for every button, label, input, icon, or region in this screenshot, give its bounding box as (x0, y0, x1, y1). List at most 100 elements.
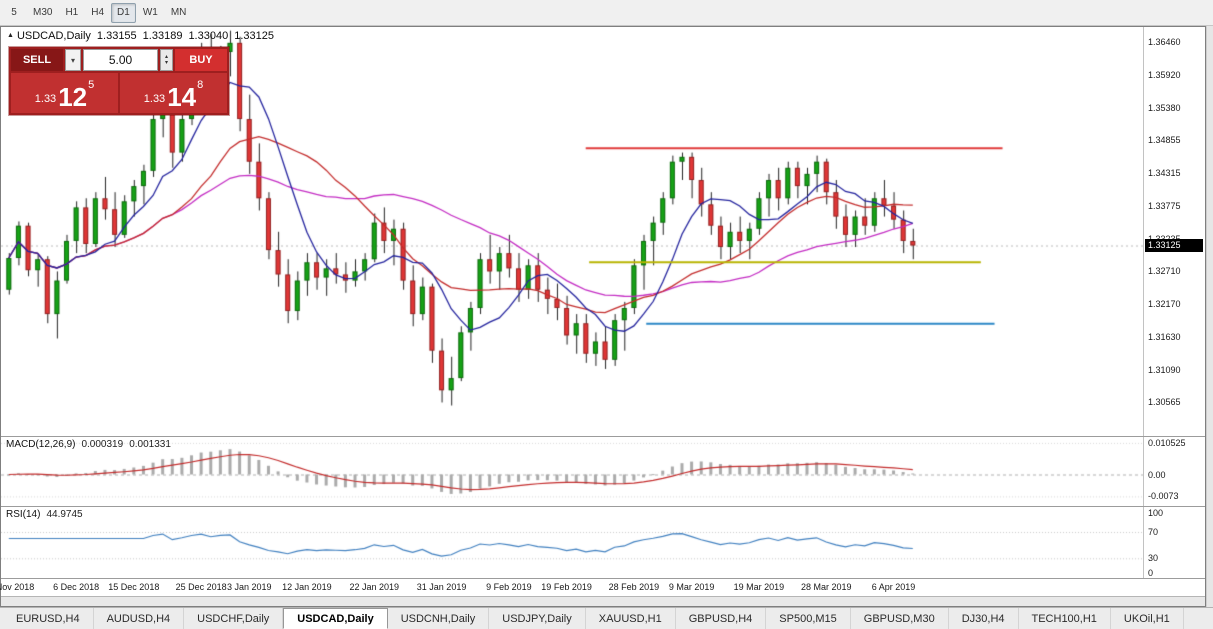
rsi-canvas (1, 507, 1143, 578)
quote-low: 1.33040 (188, 30, 229, 42)
tab-usdcnh-daily[interactable]: USDCNH,Daily (387, 608, 490, 629)
macd-axis: 0.010525 0.00 -0.0073 (1143, 437, 1205, 506)
price-tick: 1.34855 (1148, 135, 1181, 146)
bid-price-display[interactable]: 1.33 12 5 (11, 73, 118, 113)
bid-price-prefix: 1.33 (34, 93, 57, 105)
date-label: 3 Jan 2019 (226, 582, 272, 592)
date-label: 27 Nov 2018 (0, 582, 35, 592)
rsi-tick: 70 (1148, 526, 1159, 537)
quote-high: 1.33189 (142, 30, 183, 42)
tab-usdjpy-daily[interactable]: USDJPY,Daily (489, 608, 586, 629)
current-price-badge: 1.33125 (1145, 238, 1203, 252)
macd-label: MACD(12,26,9) (6, 439, 76, 450)
price-tick: 1.32170 (1148, 298, 1181, 309)
rsi-plot[interactable]: RSI(14) 44.9745 (1, 507, 1143, 578)
date-label: 6 Dec 2018 (53, 582, 100, 592)
spin-down-icon: ▾ (164, 60, 168, 66)
bid-price-pips: 12 (58, 82, 88, 113)
date-label: 31 Jan 2019 (416, 582, 467, 592)
timeframe-toolbar: 5 M30 H1 H4 D1 W1 MN (0, 0, 1213, 26)
date-label: 19 Feb 2019 (541, 582, 592, 592)
price-axis: 1.305651.310901.316301.321701.327101.332… (1143, 27, 1205, 436)
workspace: ▲ USDCAD,Daily 1.33155 1.33189 1.33040 1.3312… (0, 26, 1213, 607)
tab-gbpusd-h4[interactable]: GBPUSD,H4 (675, 608, 767, 629)
macd-label-row: MACD(12,26,9) 0.000319 0.001331 (6, 439, 171, 450)
rsi-value: 44.9745 (46, 509, 83, 520)
date-label: 25 Dec 2018 (175, 582, 227, 592)
timeframe-5[interactable]: 5 (11, 7, 17, 18)
date-label: 19 Mar 2019 (733, 582, 785, 592)
volume-dropdown-button[interactable]: ▾ (65, 49, 81, 71)
tab-dj30-h4[interactable]: DJ30,H4 (948, 608, 1019, 629)
tab-usdchf-daily[interactable]: USDCHF,Daily (184, 608, 284, 629)
chart-window: ▲ USDCAD,Daily 1.33155 1.33189 1.33040 1.3312… (0, 26, 1206, 607)
timeframe-mn[interactable]: MN (170, 7, 187, 18)
main-plot[interactable]: ▲ USDCAD,Daily 1.33155 1.33189 1.33040 1.3312… (1, 27, 1143, 436)
sell-button[interactable]: SELL (11, 49, 63, 71)
chart-tabs: EURUSD,H4 AUDUSD,H4 USDCHF,Daily USDCAD,Dai… (0, 607, 1213, 629)
macd-value-signal: 0.001331 (129, 439, 171, 450)
timeframe-h4[interactable]: H4 (91, 7, 105, 18)
tab-usdcad-daily[interactable]: USDCAD,Daily (283, 608, 388, 629)
tab-eurusd-h4[interactable]: EURUSD,H4 (3, 608, 94, 629)
price-tick: 1.36460 (1148, 37, 1181, 48)
macd-tick: -0.0073 (1148, 491, 1179, 502)
window-side-strip (1206, 26, 1213, 607)
macd-tick: 0.00 (1148, 469, 1166, 480)
price-tick: 1.32710 (1148, 265, 1181, 276)
price-tick: 1.34315 (1148, 167, 1181, 178)
rsi-label-row: RSI(14) 44.9745 (6, 509, 83, 520)
price-tick: 1.31090 (1148, 364, 1181, 375)
tab-ukoil-h1[interactable]: UKOil,H1 (1110, 608, 1184, 629)
price-tick: 1.33775 (1148, 200, 1181, 211)
macd-panel: MACD(12,26,9) 0.000319 0.001331 0.010525 0.… (1, 437, 1205, 507)
chevron-down-icon: ▾ (70, 55, 75, 65)
rsi-axis: 100 70 30 0 (1143, 507, 1205, 578)
one-click-trading-panel: SELL ▾ 5.00 ▴ ▾ BUY 1.33 12 5 1.33 14 8 (9, 47, 229, 115)
date-label: 28 Feb 2019 (608, 582, 660, 592)
ask-price-prefix: 1.33 (143, 93, 166, 105)
date-label: 9 Mar 2019 (668, 582, 715, 592)
tab-sp500-m15[interactable]: SP500,M15 (766, 608, 851, 629)
timeframe-d1[interactable]: D1 (111, 2, 136, 23)
price-panel: ▲ USDCAD,Daily 1.33155 1.33189 1.33040 1.3312… (1, 27, 1205, 437)
date-label: 6 Apr 2019 (871, 582, 916, 592)
tab-gbpusd-m30[interactable]: GBPUSD,M30 (850, 608, 949, 629)
trade-price-row: 1.33 12 5 1.33 14 8 (11, 73, 227, 113)
ask-price-point: 8 (197, 79, 204, 91)
date-label: 15 Dec 2018 (108, 582, 160, 592)
date-label: 28 Mar 2019 (800, 582, 852, 592)
rsi-label: RSI(14) (6, 509, 41, 520)
chart-symbol: USDCAD,Daily (16, 30, 91, 42)
quote-close: 1.33125 (234, 30, 274, 42)
rsi-tick: 30 (1148, 553, 1159, 564)
volume-stepper[interactable]: ▴ ▾ (160, 49, 173, 71)
date-label: 22 Jan 2019 (349, 582, 400, 592)
tab-audusd-h4[interactable]: AUDUSD,H4 (93, 608, 185, 629)
quote-open: 1.33155 (96, 30, 137, 42)
price-tick: 1.31630 (1148, 331, 1181, 342)
timeframe-h1[interactable]: H1 (65, 7, 79, 18)
window-bottom-strip (1, 597, 1205, 606)
rsi-panel: RSI(14) 44.9745 100 70 30 0 (1, 507, 1205, 579)
timeframe-m30[interactable]: M30 (33, 7, 53, 18)
tab-tech100-h1[interactable]: TECH100,H1 (1018, 608, 1111, 629)
ask-price-display[interactable]: 1.33 14 8 (120, 73, 227, 113)
trade-controls-row: SELL ▾ 5.00 ▴ ▾ BUY (11, 49, 227, 71)
rsi-tick: 100 (1148, 508, 1164, 518)
macd-plot[interactable]: MACD(12,26,9) 0.000319 0.001331 (1, 437, 1143, 506)
tab-xauusd-h1[interactable]: XAUUSD,H1 (585, 608, 676, 629)
timeframe-w1[interactable]: W1 (142, 7, 158, 18)
macd-value-main: 0.000319 (81, 439, 124, 450)
symbol-marker-icon: ▲ (7, 32, 14, 39)
chart-header: ▲ USDCAD,Daily 1.33155 1.33189 1.33040 1.3312… (7, 30, 274, 42)
ask-price-pips: 14 (167, 82, 197, 113)
rsi-tick: 0 (1148, 568, 1154, 578)
macd-tick: 0.010525 (1148, 438, 1186, 448)
price-tick: 1.35920 (1148, 70, 1181, 81)
buy-button[interactable]: BUY (175, 49, 227, 71)
volume-input[interactable]: 5.00 (83, 49, 158, 71)
bid-price-point: 5 (88, 79, 95, 91)
price-tick: 1.35380 (1148, 103, 1181, 114)
